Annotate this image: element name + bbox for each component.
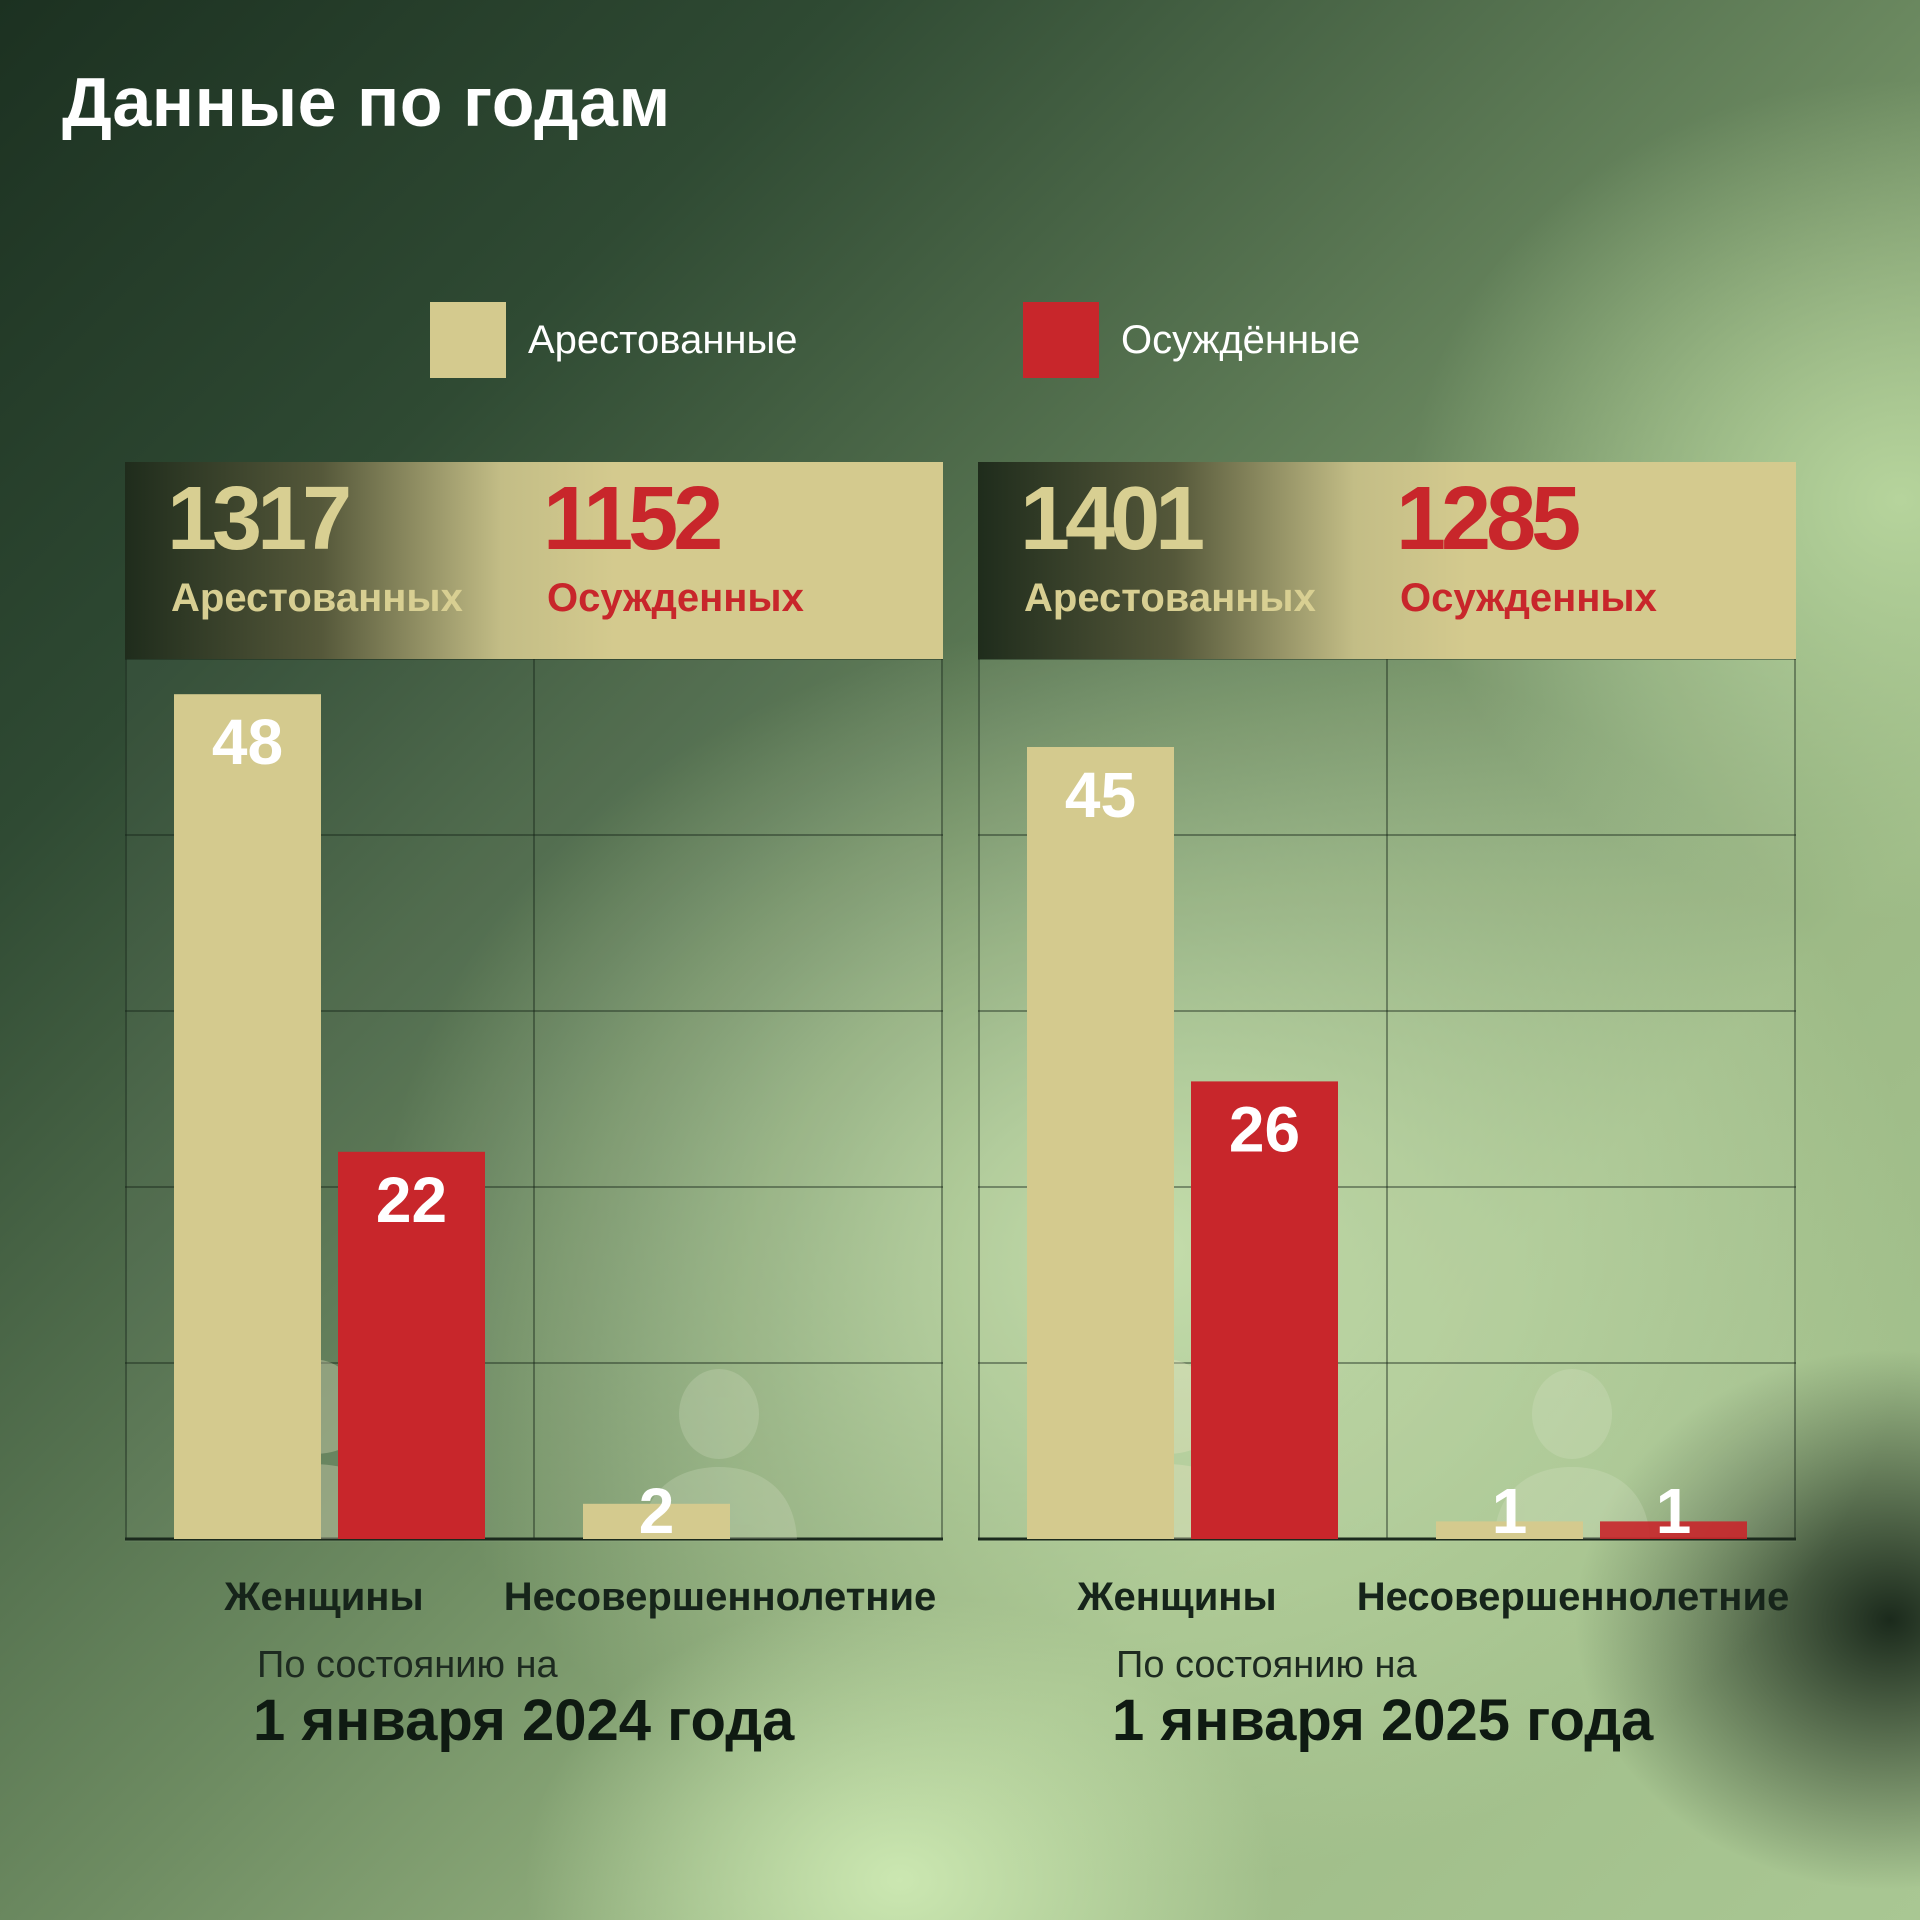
totals-banner: 1317 Арестованных 1152 Осужденных xyxy=(125,462,943,659)
bar-chart: 45 1 26 1 xyxy=(978,659,1796,1542)
date-prefix: По состоянию на xyxy=(1116,1644,1417,1686)
page-title: Данные по годам xyxy=(62,63,671,141)
bar-value-label: 22 xyxy=(376,1164,447,1236)
bar-value-label: 48 xyxy=(212,706,283,778)
convicted-total-label: Осужденных xyxy=(1400,576,1657,620)
bar-arrested-minors xyxy=(583,1503,730,1539)
bar-arrested-women xyxy=(174,694,321,1539)
teen-silhouette-icon xyxy=(641,1369,797,1539)
bar-chart: 48 2 22 xyxy=(125,659,943,1542)
chart-panel-2024: 1317 Арестованных 1152 Осужденных 48 2 22 … xyxy=(125,462,943,1753)
legend-item-convicted: Осуждённые xyxy=(1023,302,1360,378)
bar-value-label: 2 xyxy=(639,1475,675,1542)
teen-silhouette-icon xyxy=(1494,1369,1650,1539)
bar-value-label: 45 xyxy=(1065,759,1136,831)
legend-label-arrested: Арестованные xyxy=(528,317,798,362)
bar-convicted-women xyxy=(338,1151,485,1539)
convicted-total: 1285 xyxy=(1396,469,1581,569)
bar-convicted-women xyxy=(1191,1081,1338,1539)
bar-value-label: 26 xyxy=(1229,1093,1300,1165)
category-label-minors: Несовершеннолетние xyxy=(1356,1575,1790,1619)
bar-value-label: 1 xyxy=(1492,1475,1528,1542)
date-label: 1 января 2024 года xyxy=(253,1688,795,1753)
date-label: 1 января 2025 года xyxy=(1112,1688,1654,1753)
bar-chart-svg: 45 1 26 1 xyxy=(978,659,1796,1542)
arrested-total-label: Арестованных xyxy=(1024,576,1316,620)
legend-swatch-convicted xyxy=(1023,302,1099,378)
legend-item-arrested: Арестованные xyxy=(430,302,798,378)
totals-banner: 1401 Арестованных 1285 Осужденных xyxy=(978,462,1796,659)
category-label-minors: Несовершеннолетние xyxy=(503,1575,937,1619)
legend-swatch-arrested xyxy=(430,302,506,378)
convicted-total-label: Осужденных xyxy=(547,576,804,620)
category-label-women: Женщины xyxy=(224,1575,424,1619)
arrested-total-label: Арестованных xyxy=(171,576,463,620)
bar-convicted-minors xyxy=(1600,1521,1747,1539)
convicted-total: 1152 xyxy=(543,469,723,569)
chart-panel-2025: 1401 Арестованных 1285 Осужденных 45 1 26 1… xyxy=(978,462,1796,1753)
bar-arrested-women xyxy=(1027,747,1174,1539)
legend-label-convicted: Осуждённые xyxy=(1121,317,1361,362)
bar-arrested-minors xyxy=(1436,1521,1583,1539)
bar-value-label: 1 xyxy=(1656,1475,1692,1542)
date-prefix: По состоянию на xyxy=(257,1644,558,1686)
arrested-total: 1401 xyxy=(1020,469,1205,569)
arrested-total: 1317 xyxy=(167,469,352,569)
category-label-women: Женщины xyxy=(1077,1575,1277,1619)
